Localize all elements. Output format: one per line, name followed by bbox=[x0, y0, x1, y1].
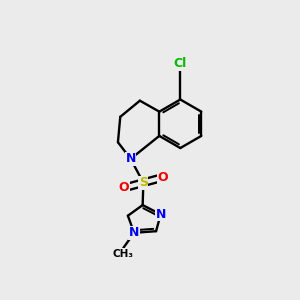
Text: N: N bbox=[155, 208, 166, 221]
Text: O: O bbox=[158, 171, 168, 184]
Text: Cl: Cl bbox=[174, 57, 187, 70]
Text: O: O bbox=[118, 182, 129, 194]
Text: CH₃: CH₃ bbox=[113, 249, 134, 259]
Text: N: N bbox=[125, 152, 136, 165]
Text: S: S bbox=[139, 176, 148, 189]
Text: N: N bbox=[129, 226, 139, 239]
